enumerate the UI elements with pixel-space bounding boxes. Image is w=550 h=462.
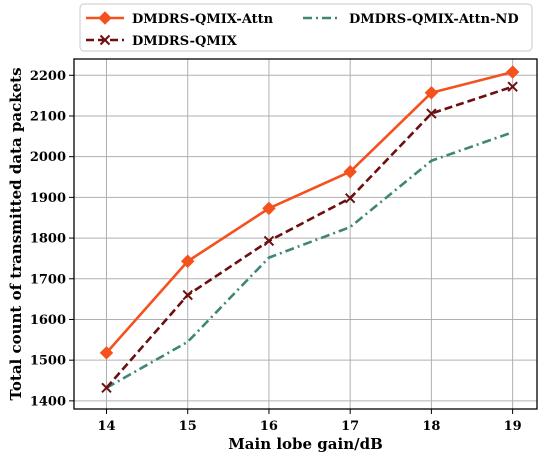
data-point: [263, 235, 275, 247]
data-point: [344, 192, 356, 204]
legend: DMDRS-QMIX-Attn DMDRS-QMIX DMDRS-QMIX-Attn…: [79, 3, 533, 52]
series-layer: [99, 65, 520, 394]
marker-stroke: [99, 34, 111, 46]
y-tick-label: 1800: [30, 232, 66, 247]
marker-stroke: [507, 81, 518, 92]
grid: [74, 59, 537, 409]
legend-label: DMDRS-QMIX-Attn-ND: [349, 12, 519, 27]
data-point: [424, 86, 439, 100]
y-tick-label: 1600: [30, 313, 66, 328]
x-tick-label: 17: [341, 419, 359, 434]
x-tick-label: 16: [260, 419, 278, 434]
marker-stroke: [101, 382, 112, 394]
data-point: [343, 165, 357, 179]
x-tick-label: 18: [422, 419, 440, 434]
y-axis-title: Total count of transmitted data packets: [7, 67, 25, 400]
y-tick-label: 1900: [30, 191, 66, 206]
y-tick-label: 2200: [30, 69, 66, 84]
legend-box: [79, 3, 533, 52]
data-point: [507, 81, 518, 92]
series-1: [101, 81, 518, 394]
plot-frame: [73, 58, 538, 410]
data-point: [505, 65, 520, 79]
x-tick-label: 19: [504, 419, 522, 434]
marker-stroke: [263, 235, 275, 247]
marker-stroke: [344, 192, 356, 204]
y-tick-label: 2000: [30, 150, 66, 165]
x-axis-title: Main lobe gain/dB: [228, 435, 383, 453]
data-point: [426, 108, 437, 119]
series-2: [105, 131, 514, 389]
y-tick-label: 1500: [30, 354, 66, 369]
x-tick-label: 15: [179, 419, 197, 434]
y-tick-label: 2100: [30, 109, 66, 124]
legend-label: DMDRS-QMIX-Attn: [132, 12, 274, 27]
data-point: [99, 346, 114, 360]
legend-label: DMDRS-QMIX: [132, 34, 238, 49]
ticks: 14 15 16 17 18 19 1400 1500 1600 1700 1800 1900 2000…: [30, 69, 522, 434]
x-tick-label: 14: [97, 419, 115, 434]
data-point: [182, 289, 193, 301]
marker-stroke: [182, 289, 193, 301]
data-point: [101, 382, 112, 394]
data-point: [181, 254, 195, 268]
data-point: [262, 201, 276, 216]
y-tick-label: 1400: [30, 394, 66, 409]
series-line: [105, 85, 514, 389]
legend-marker: [98, 11, 112, 25]
y-tick-label: 1700: [30, 272, 66, 287]
series-line: [105, 131, 514, 389]
marker-stroke: [426, 108, 437, 119]
series-0: [99, 65, 520, 360]
series-line: [105, 70, 513, 354]
legend-marker: [99, 34, 111, 46]
